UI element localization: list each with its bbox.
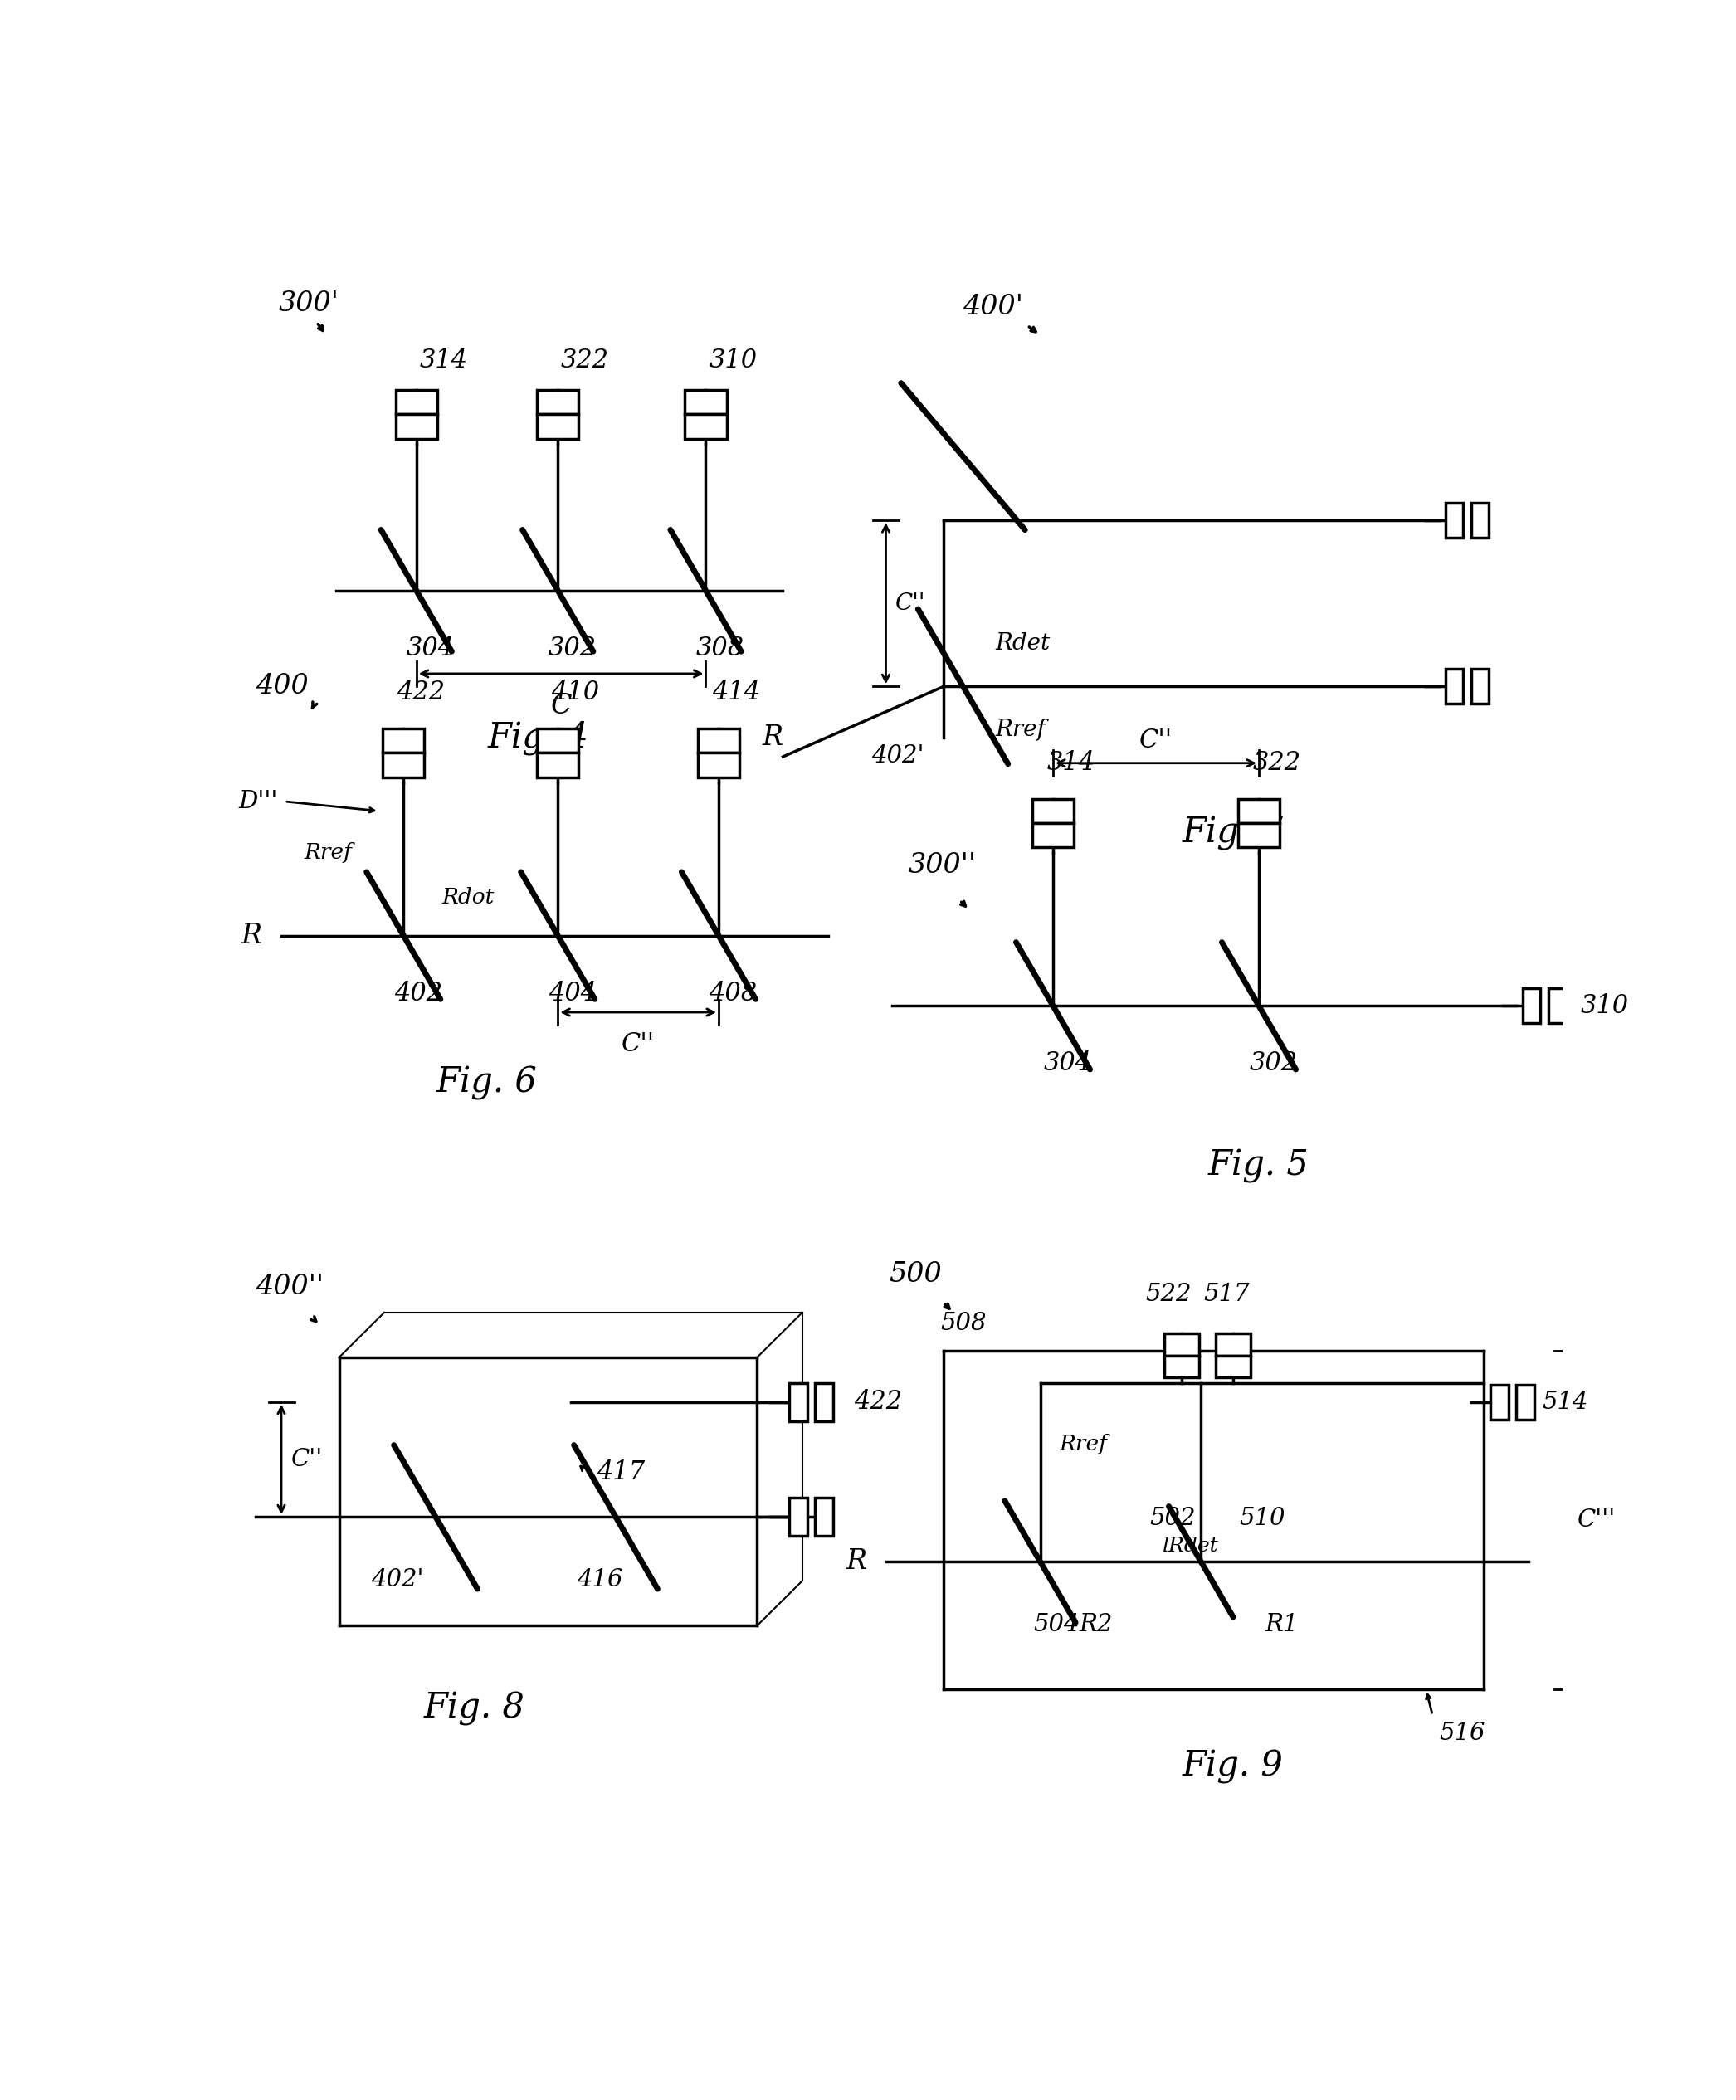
Text: 408: 408 — [708, 981, 757, 1006]
Bar — [1215, 1354, 1252, 1378]
Text: 308: 308 — [696, 636, 745, 662]
Text: C''': C''' — [1578, 1508, 1616, 1531]
Text: 400': 400' — [963, 294, 1024, 319]
Bar — [686, 414, 727, 439]
Text: 314: 314 — [420, 349, 467, 374]
Text: 514: 514 — [1542, 1390, 1588, 1413]
Text: Fig. 8: Fig. 8 — [424, 1690, 524, 1726]
Text: 422: 422 — [398, 680, 446, 706]
Text: R: R — [762, 724, 783, 752]
Bar — [536, 391, 578, 414]
Bar — [536, 754, 578, 777]
Bar — [1033, 823, 1075, 848]
Bar — [1516, 1384, 1535, 1420]
Text: 310: 310 — [708, 349, 757, 374]
Text: C'': C'' — [896, 592, 925, 615]
Text: R2: R2 — [1078, 1613, 1113, 1636]
Text: Fig. 7: Fig. 7 — [1182, 817, 1283, 850]
Text: lRdet: lRdet — [1163, 1537, 1219, 1556]
Text: 310: 310 — [1580, 993, 1628, 1018]
Text: C'': C'' — [621, 1031, 654, 1056]
Bar — [536, 729, 578, 754]
Text: 504: 504 — [1033, 1613, 1080, 1636]
Text: R: R — [241, 922, 262, 949]
Bar — [698, 729, 740, 754]
Text: 300': 300' — [278, 290, 339, 317]
Bar — [396, 414, 437, 439]
Text: 410: 410 — [552, 680, 599, 706]
Text: 322: 322 — [561, 349, 609, 374]
Text: C'': C'' — [292, 1447, 323, 1472]
Text: Rdot: Rdot — [443, 886, 495, 907]
Text: Fig. 6: Fig. 6 — [436, 1065, 538, 1100]
Text: Rref: Rref — [304, 842, 352, 863]
Bar — [816, 1497, 833, 1535]
Text: 402': 402' — [871, 743, 925, 766]
Text: 517: 517 — [1203, 1283, 1250, 1306]
Text: 416: 416 — [576, 1569, 623, 1592]
Bar — [790, 1497, 807, 1535]
Text: 502: 502 — [1149, 1506, 1196, 1529]
Bar — [1470, 502, 1489, 538]
Bar — [1491, 1384, 1509, 1420]
Text: 304: 304 — [406, 636, 455, 662]
Text: Rref: Rref — [995, 718, 1045, 741]
Bar — [1238, 823, 1279, 848]
Bar — [1522, 989, 1540, 1023]
Bar — [536, 414, 578, 439]
Text: 302: 302 — [1250, 1050, 1297, 1077]
Bar — [686, 391, 727, 414]
Text: 322: 322 — [1252, 750, 1300, 775]
Bar — [1446, 502, 1463, 538]
Text: C: C — [550, 693, 571, 720]
Text: 522: 522 — [1146, 1283, 1193, 1306]
Bar — [382, 754, 424, 777]
Text: Rdet: Rdet — [995, 632, 1050, 655]
Bar — [382, 729, 424, 754]
Text: R1: R1 — [1266, 1613, 1299, 1636]
Text: 417: 417 — [597, 1459, 644, 1485]
Bar — [1549, 989, 1566, 1023]
Bar — [790, 1382, 807, 1422]
Bar — [1033, 798, 1075, 823]
Text: 404: 404 — [549, 981, 597, 1006]
Text: R: R — [845, 1548, 866, 1575]
Text: D''': D''' — [240, 790, 278, 813]
Text: Fig. 5: Fig. 5 — [1208, 1149, 1309, 1182]
Text: 516: 516 — [1439, 1722, 1484, 1745]
Bar — [1215, 1334, 1252, 1354]
Text: Fig. 9: Fig. 9 — [1182, 1749, 1283, 1783]
Text: 414: 414 — [712, 680, 760, 706]
Text: 400'': 400'' — [255, 1275, 323, 1300]
Text: 400: 400 — [255, 674, 309, 699]
Bar — [1165, 1354, 1200, 1378]
Text: 314: 314 — [1047, 750, 1095, 775]
Text: 302: 302 — [549, 636, 597, 662]
Text: 402': 402' — [372, 1569, 424, 1592]
Text: 500: 500 — [889, 1260, 943, 1287]
Text: 422: 422 — [854, 1388, 903, 1415]
Text: Fig. 4: Fig. 4 — [488, 720, 589, 756]
Text: 508: 508 — [941, 1312, 986, 1336]
Text: 300'': 300'' — [908, 853, 976, 878]
Text: 510: 510 — [1240, 1506, 1286, 1529]
Bar — [1446, 670, 1463, 704]
Bar — [1470, 670, 1489, 704]
Text: 402: 402 — [394, 981, 443, 1006]
Bar — [1238, 798, 1279, 823]
Bar — [698, 754, 740, 777]
Bar — [1165, 1334, 1200, 1354]
Text: 304: 304 — [1043, 1050, 1092, 1077]
Bar — [816, 1382, 833, 1422]
Bar — [396, 391, 437, 414]
Text: C'': C'' — [1139, 729, 1172, 754]
Text: Rref: Rref — [1059, 1434, 1108, 1455]
